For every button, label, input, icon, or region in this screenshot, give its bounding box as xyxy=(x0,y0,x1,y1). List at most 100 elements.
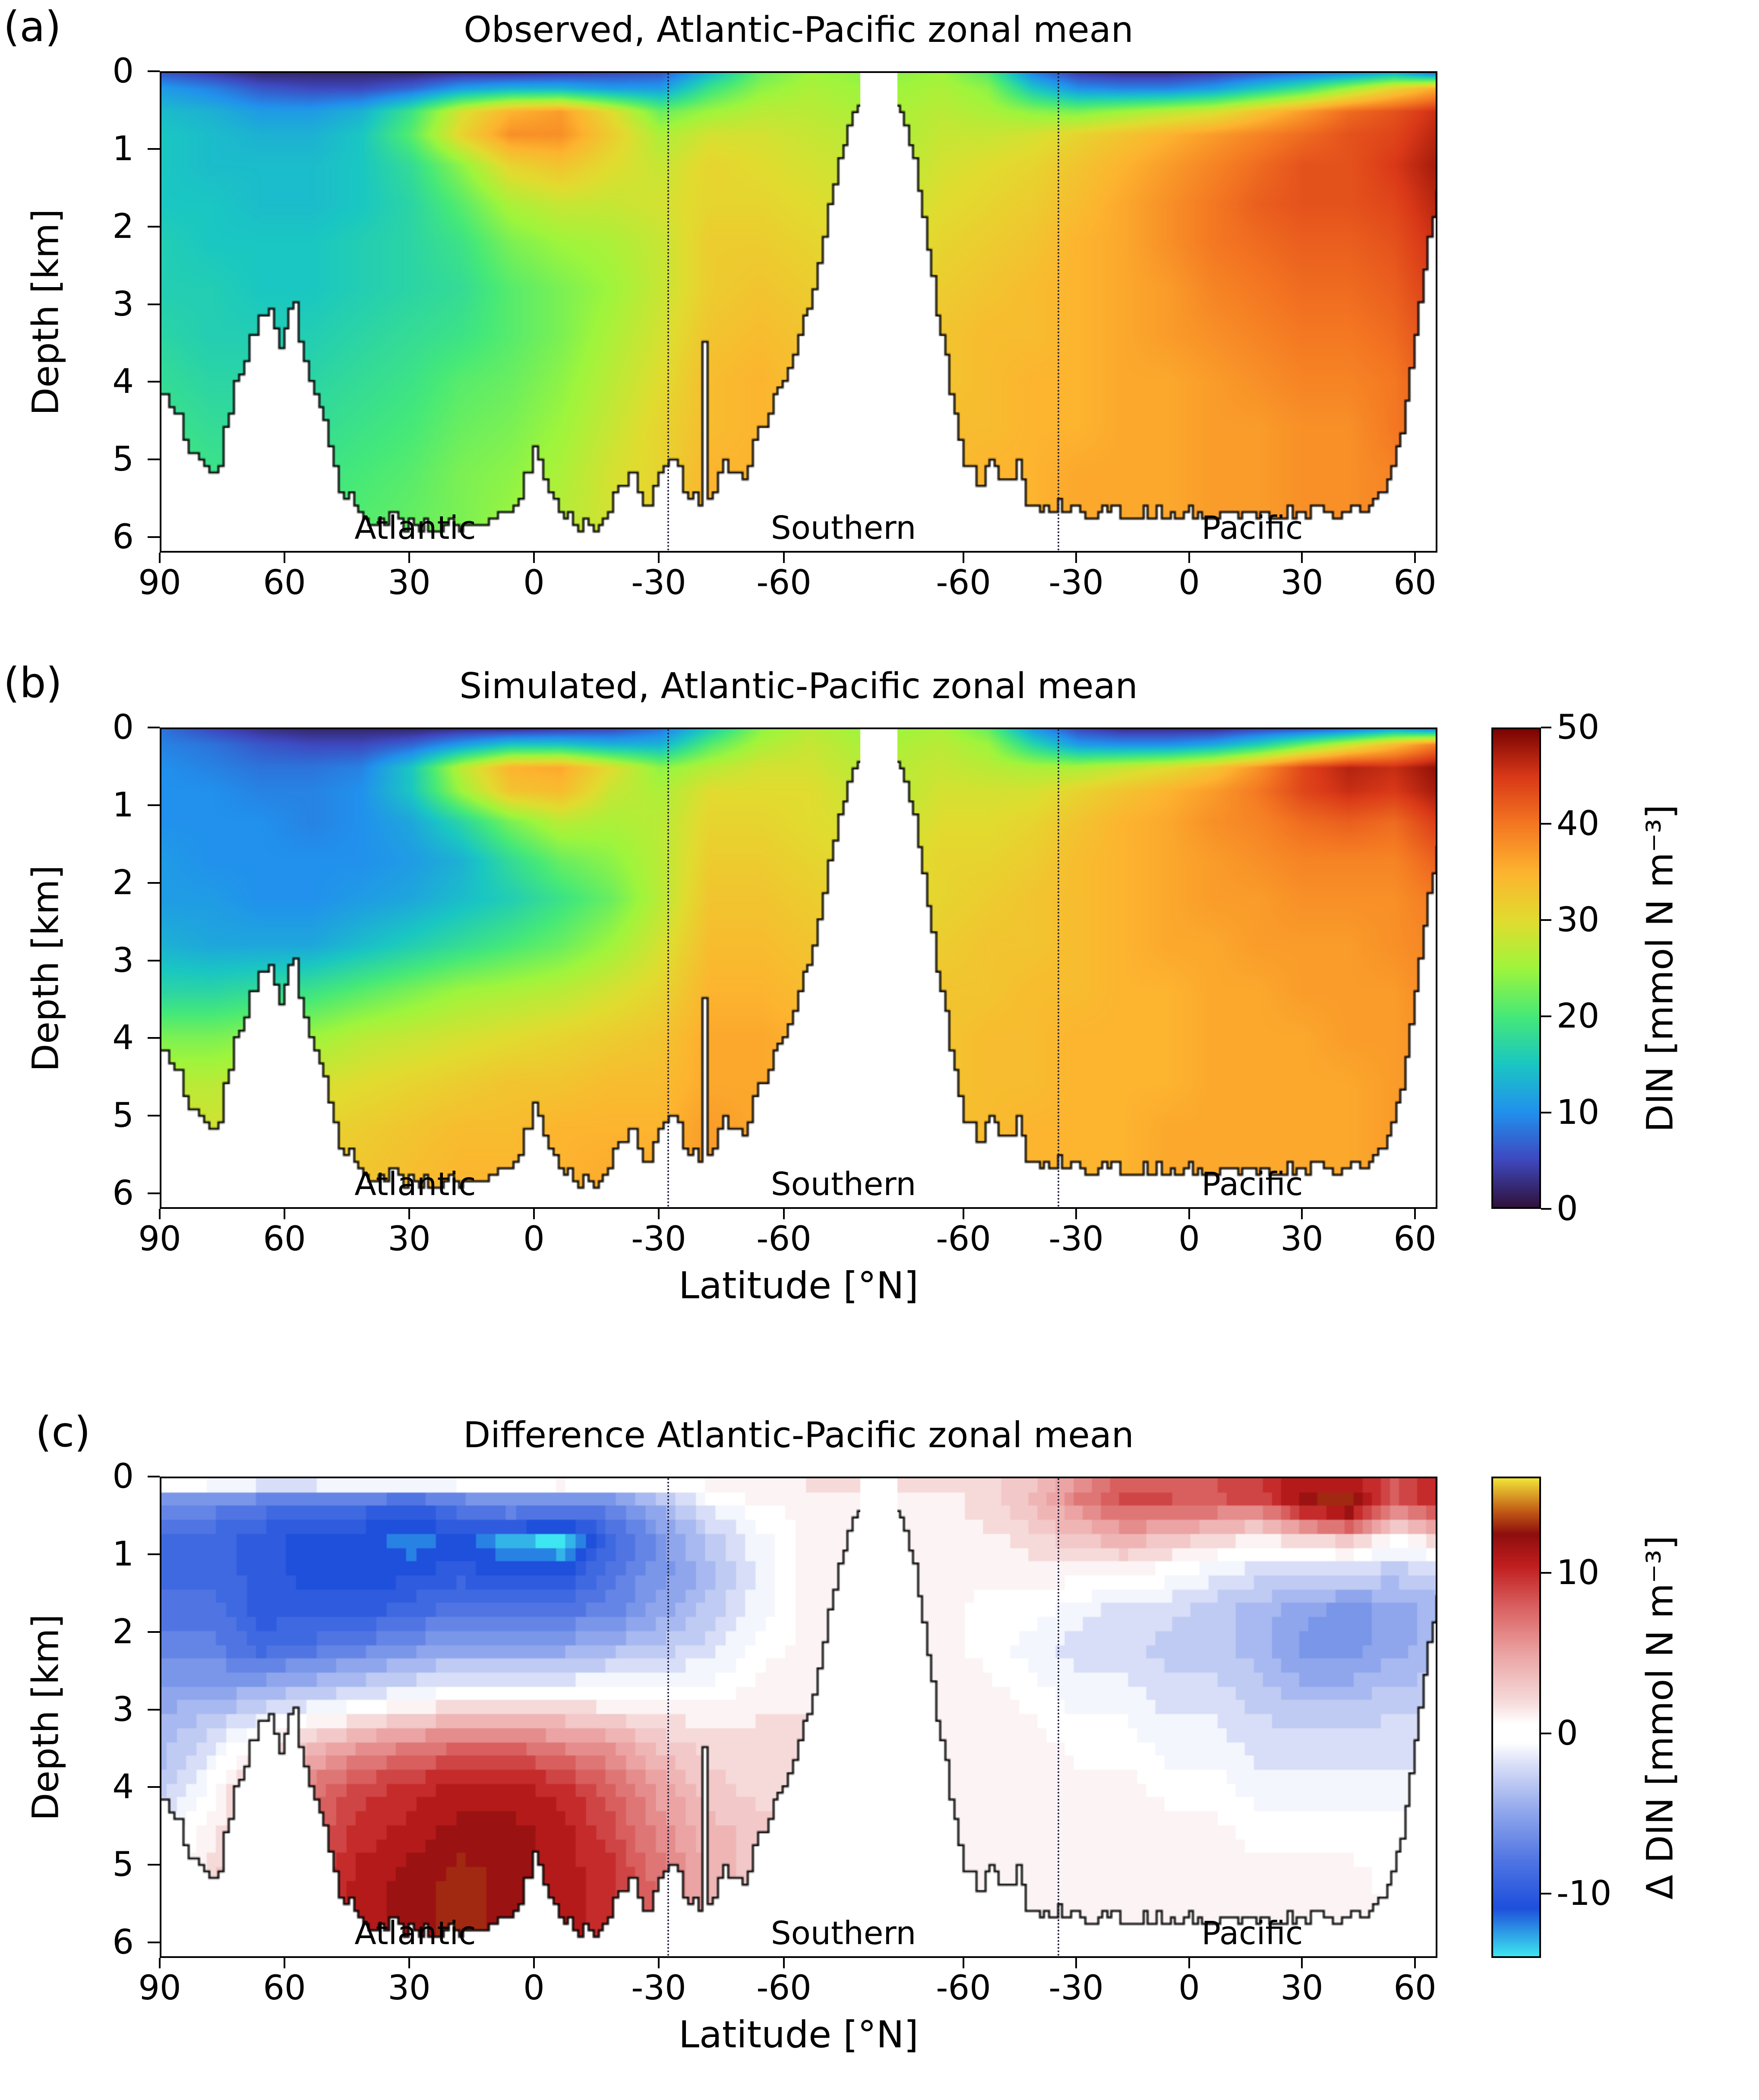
colorbar-tick xyxy=(1541,1572,1551,1574)
y-tick-label: 1 xyxy=(112,130,134,168)
x-tick-label: -30 xyxy=(631,1969,686,2008)
y-tick xyxy=(148,960,160,961)
x-tick xyxy=(1075,1958,1077,1968)
y-tick-label: 2 xyxy=(112,863,134,902)
x-tick-label: -60 xyxy=(756,1220,812,1259)
region-label-southern: Southern xyxy=(771,1166,916,1203)
y-tick xyxy=(148,1786,160,1788)
panel-b-plot-area xyxy=(160,727,1437,1209)
x-tick xyxy=(658,553,660,563)
x-tick-label: 0 xyxy=(523,563,545,602)
x-tick xyxy=(1414,1958,1416,1968)
x-tick xyxy=(658,1209,660,1219)
panel-a-heatmap-pacific-half xyxy=(897,73,1436,551)
y-tick xyxy=(148,226,160,228)
y-tick-label: 3 xyxy=(112,941,134,980)
colorbar-tick-label: 10 xyxy=(1557,1093,1600,1132)
southern-boundary-dotted-line-left xyxy=(667,73,669,551)
y-tick xyxy=(148,304,160,305)
y-tick xyxy=(148,381,160,383)
x-tick-label: 0 xyxy=(1178,1220,1200,1259)
y-tick-label: 2 xyxy=(112,207,134,246)
x-tick xyxy=(533,1958,535,1968)
x-tick-label: -30 xyxy=(1048,1969,1104,2008)
y-tick xyxy=(148,1037,160,1039)
x-tick-label: -60 xyxy=(756,563,812,602)
x-tick-label: 30 xyxy=(388,563,431,602)
x-tick-label: 30 xyxy=(388,1969,431,2008)
x-tick xyxy=(783,553,785,563)
x-tick xyxy=(1301,1958,1303,1968)
x-tick xyxy=(1075,553,1077,563)
colorbar-delta-din xyxy=(1491,1477,1541,1958)
y-tick-label: 2 xyxy=(112,1613,134,1651)
panel-b-x-axis-label: Latitude [°N] xyxy=(679,1264,919,1307)
panel-a-title: Observed, Atlantic-Pacific zonal mean xyxy=(464,9,1134,51)
y-tick-label: 1 xyxy=(112,1535,134,1574)
x-tick xyxy=(533,553,535,563)
x-tick xyxy=(783,1209,785,1219)
y-tick-label: 3 xyxy=(112,285,134,324)
x-tick-label: 60 xyxy=(1393,563,1437,602)
y-tick xyxy=(148,1115,160,1116)
y-tick xyxy=(148,727,160,728)
y-tick-label: 5 xyxy=(112,1096,134,1135)
y-tick xyxy=(148,1631,160,1633)
x-tick-label: 30 xyxy=(1280,1220,1323,1259)
colorbar-tick-label: 20 xyxy=(1557,997,1600,1036)
x-tick-label: 0 xyxy=(1178,563,1200,602)
x-tick xyxy=(408,1958,410,1968)
x-tick xyxy=(159,1958,161,1968)
y-tick-label: 5 xyxy=(112,440,134,479)
x-tick-label: 60 xyxy=(1393,1220,1437,1259)
y-tick xyxy=(148,1476,160,1477)
x-tick xyxy=(159,1209,161,1219)
x-tick xyxy=(1188,553,1190,563)
y-tick-label: 4 xyxy=(112,1018,134,1057)
x-tick-label: 90 xyxy=(138,1969,181,2008)
x-tick-label: 60 xyxy=(263,1220,306,1259)
colorbar-tick xyxy=(1541,1893,1551,1894)
x-tick xyxy=(1188,1958,1190,1968)
y-tick xyxy=(148,1553,160,1555)
panel-a-heatmap-atlantic-half xyxy=(161,73,860,551)
x-tick-label: -60 xyxy=(936,563,991,602)
southern-boundary-dotted-line-left xyxy=(667,729,669,1207)
x-tick-label: 90 xyxy=(138,1220,181,1259)
x-tick xyxy=(1414,1209,1416,1219)
x-tick-label: 60 xyxy=(1393,1969,1437,2008)
colorbar-tick xyxy=(1541,1208,1551,1210)
y-tick xyxy=(148,1192,160,1194)
region-label-pacific: Pacific xyxy=(1201,509,1303,547)
y-tick-label: 0 xyxy=(112,708,134,747)
y-tick xyxy=(148,1864,160,1866)
x-tick xyxy=(963,1958,964,1968)
region-label-pacific: Pacific xyxy=(1201,1915,1303,1952)
panel-b-heatmap-pacific-half xyxy=(897,729,1436,1207)
y-tick-label: 6 xyxy=(112,1923,134,1962)
southern-boundary-dotted-line-left xyxy=(667,1478,669,1956)
panel-b-y-axis-label: Depth [km] xyxy=(24,865,67,1072)
x-tick-label: 30 xyxy=(388,1220,431,1259)
x-tick-label: 0 xyxy=(523,1969,545,2008)
x-tick xyxy=(533,1209,535,1219)
x-tick-label: -60 xyxy=(756,1969,812,2008)
panel-a-y-axis-label: Depth [km] xyxy=(24,209,67,416)
panel-c-letter: (c) xyxy=(35,1408,91,1456)
x-tick-label: -30 xyxy=(631,563,686,602)
x-tick xyxy=(408,1209,410,1219)
x-tick-label: 60 xyxy=(263,1969,306,2008)
y-tick-label: 6 xyxy=(112,1174,134,1213)
colorbar-tick-label: 30 xyxy=(1557,901,1600,939)
southern-boundary-dotted-line-right xyxy=(1058,1478,1059,1956)
colorbar-tick xyxy=(1541,919,1551,921)
panel-b-heatmap-atlantic-half xyxy=(161,729,860,1207)
colorbar-tick xyxy=(1541,1733,1551,1734)
y-tick xyxy=(148,882,160,884)
x-tick xyxy=(1075,1209,1077,1219)
colorbar-tick-label: 0 xyxy=(1557,1189,1578,1228)
x-tick xyxy=(284,1958,285,1968)
x-tick xyxy=(1414,553,1416,563)
colorbar-tick-label: -10 xyxy=(1557,1874,1612,1913)
colorbar-tick xyxy=(1541,727,1551,728)
